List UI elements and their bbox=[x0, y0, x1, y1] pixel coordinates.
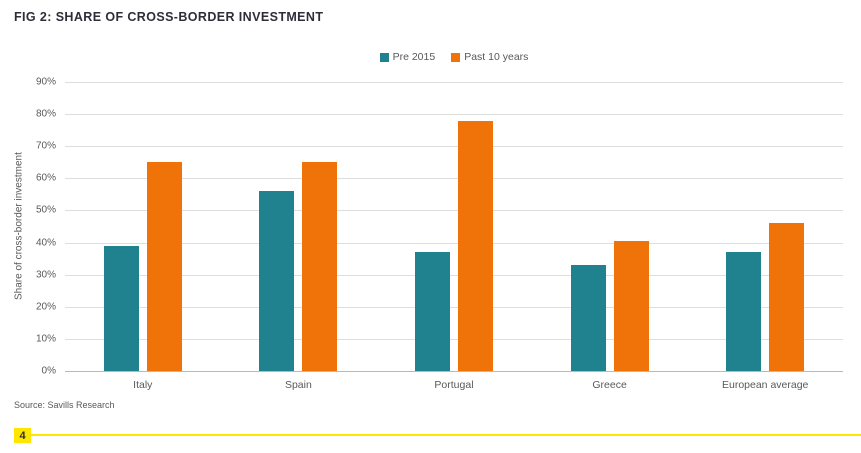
source-note: Source: Savills Research bbox=[14, 400, 115, 410]
x-tick-label: European average bbox=[721, 379, 809, 391]
x-axis-baseline bbox=[65, 371, 843, 372]
legend-swatch-pre-2015 bbox=[379, 52, 389, 62]
plot-area: 0% 10% 20% 30% 40% 50% 60% 70% 80% 90% Italy Spain P… bbox=[36, 77, 843, 391]
x-tick-label: Greece bbox=[592, 379, 627, 391]
gridline bbox=[65, 82, 843, 83]
page-number-badge: 4 bbox=[14, 428, 31, 443]
y-tick-label: 90% bbox=[35, 76, 56, 88]
bar-past-10-years-italy bbox=[146, 162, 182, 371]
legend-item-past-10-years: Past 10 years bbox=[451, 51, 528, 63]
gridline bbox=[65, 210, 843, 212]
gridline bbox=[65, 274, 843, 276]
bar-group-italy: Italy bbox=[65, 82, 221, 391]
bar-past-10-years-spain bbox=[302, 162, 338, 371]
bar-past-10-years-greece bbox=[613, 240, 649, 371]
gridline bbox=[65, 242, 843, 244]
bar-pre-2015-portugal bbox=[414, 252, 450, 371]
footer-rule bbox=[31, 434, 861, 436]
legend-swatch-past-10-years bbox=[451, 52, 461, 62]
bar-group-greece: Greece bbox=[532, 82, 688, 391]
bar-pre-2015-spain bbox=[259, 191, 295, 371]
y-tick-label: 30% bbox=[35, 269, 56, 281]
gridline bbox=[65, 146, 843, 148]
legend-item-pre-2015: Pre 2015 bbox=[379, 51, 436, 63]
bar-group-european-average: European average bbox=[687, 82, 843, 391]
figure-title: FIG 2: SHARE OF CROSS-BORDER INVESTMENT bbox=[14, 10, 324, 24]
legend-label-pre-2015: Pre 2015 bbox=[392, 51, 436, 63]
y-axis-title: Share of cross-border investment bbox=[13, 152, 25, 301]
bar-pre-2015-greece bbox=[570, 265, 606, 371]
x-tick-label: Italy bbox=[133, 379, 153, 391]
gridline bbox=[65, 114, 843, 116]
y-tick-label: 80% bbox=[35, 108, 56, 120]
y-tick-label: 0% bbox=[41, 365, 56, 377]
bar-pre-2015-italy bbox=[103, 245, 139, 371]
legend-label-past-10-years: Past 10 years bbox=[464, 51, 529, 63]
gridline bbox=[65, 178, 843, 180]
chart-legend: Pre 2015 Past 10 years bbox=[65, 51, 843, 63]
bar-group-spain: Spain bbox=[221, 82, 377, 391]
bar-pre-2015-european-average bbox=[726, 252, 762, 371]
bar-past-10-years-portugal bbox=[457, 120, 493, 371]
gridline bbox=[65, 306, 843, 308]
x-tick-label: Portugal bbox=[434, 379, 474, 391]
y-tick-label: 60% bbox=[35, 172, 56, 184]
gridline bbox=[65, 338, 843, 340]
x-tick-label: Spain bbox=[284, 379, 312, 391]
y-tick-label: 20% bbox=[35, 301, 56, 313]
y-tick-label: 10% bbox=[35, 333, 56, 345]
bar-group-portugal: Portugal bbox=[376, 82, 532, 391]
y-tick-label: 40% bbox=[35, 237, 56, 249]
y-tick-label: 50% bbox=[35, 204, 56, 216]
bar-past-10-years-european-average bbox=[769, 223, 805, 371]
y-tick-label: 70% bbox=[35, 140, 56, 152]
